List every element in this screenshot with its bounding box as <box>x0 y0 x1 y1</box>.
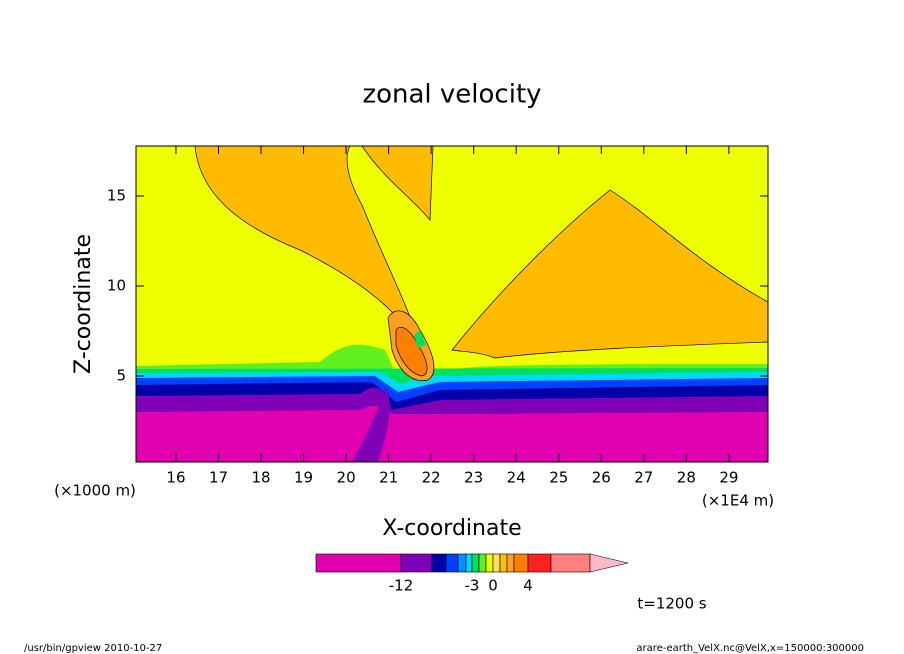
colorbar-segment <box>527 553 552 573</box>
contour-fill <box>352 388 390 462</box>
annotation: t=1200 s <box>637 595 706 613</box>
colorbar-segment <box>315 553 402 573</box>
x-tick-label: 25 <box>549 469 568 487</box>
x-tick-label: 18 <box>251 469 270 487</box>
y-tick-label: 5 <box>116 366 126 384</box>
colorbar-segment <box>471 553 480 573</box>
contour-fill <box>451 189 768 359</box>
contour-fill <box>414 330 426 348</box>
x-tick-label: 27 <box>634 469 653 487</box>
x-tick-label: 28 <box>677 469 696 487</box>
colorbar-segment <box>513 553 529 573</box>
x-tick-label: 29 <box>719 469 738 487</box>
colorbar-segment <box>492 553 501 573</box>
colorbar-tick-label: -12 <box>389 577 414 595</box>
x-tick-label: 24 <box>507 469 526 487</box>
contour-field <box>136 146 768 462</box>
x-tick-label: 17 <box>209 469 228 487</box>
contour-fill <box>361 146 434 221</box>
colorbar-segment <box>465 553 473 573</box>
colorbar-segment <box>589 553 629 573</box>
x-tick-label: 16 <box>166 469 185 487</box>
x-tick-label: 21 <box>379 469 398 487</box>
colorbar-segment <box>499 553 508 573</box>
y-tick-label: 10 <box>107 277 126 295</box>
colorbar-segment <box>431 553 447 573</box>
colorbar-segment <box>457 553 467 573</box>
colorbar-tick-label: 0 <box>488 577 498 595</box>
colorbar-segment <box>445 553 459 573</box>
x-tick-label: 19 <box>294 469 313 487</box>
footer-left: /usr/bin/gpview 2010-10-27 <box>24 643 162 654</box>
x-tick-label: 23 <box>464 469 483 487</box>
y-tick-label: 15 <box>107 187 126 205</box>
colorbar-tick-label: -3 <box>465 577 480 595</box>
x-tick-label: 26 <box>592 469 611 487</box>
colorbar-segment <box>400 553 433 573</box>
colorbar-segment <box>478 553 487 573</box>
chart-title: zonal velocity <box>362 80 541 110</box>
x-tick-label: 22 <box>422 469 441 487</box>
x-axis-label: X-coordinate <box>382 516 521 541</box>
contour-fill <box>194 146 413 323</box>
contour-fill <box>395 326 428 377</box>
colorbar-segment <box>485 553 494 573</box>
contour-fill <box>136 405 768 462</box>
y-unit: (×1000 m) <box>54 482 136 500</box>
colorbar-segment <box>506 553 515 573</box>
plot-frame <box>135 145 769 463</box>
x-tick-label: 20 <box>337 469 356 487</box>
x-unit: (×1E4 m) <box>702 492 774 510</box>
colorbar-tick-label: 4 <box>523 577 533 595</box>
y-axis-label: Z-coordinate <box>71 234 96 374</box>
footer-right: arare-earth_VelX.nc@VelX,x=150000:300000 <box>636 643 864 654</box>
colorbar-segment <box>550 553 591 573</box>
